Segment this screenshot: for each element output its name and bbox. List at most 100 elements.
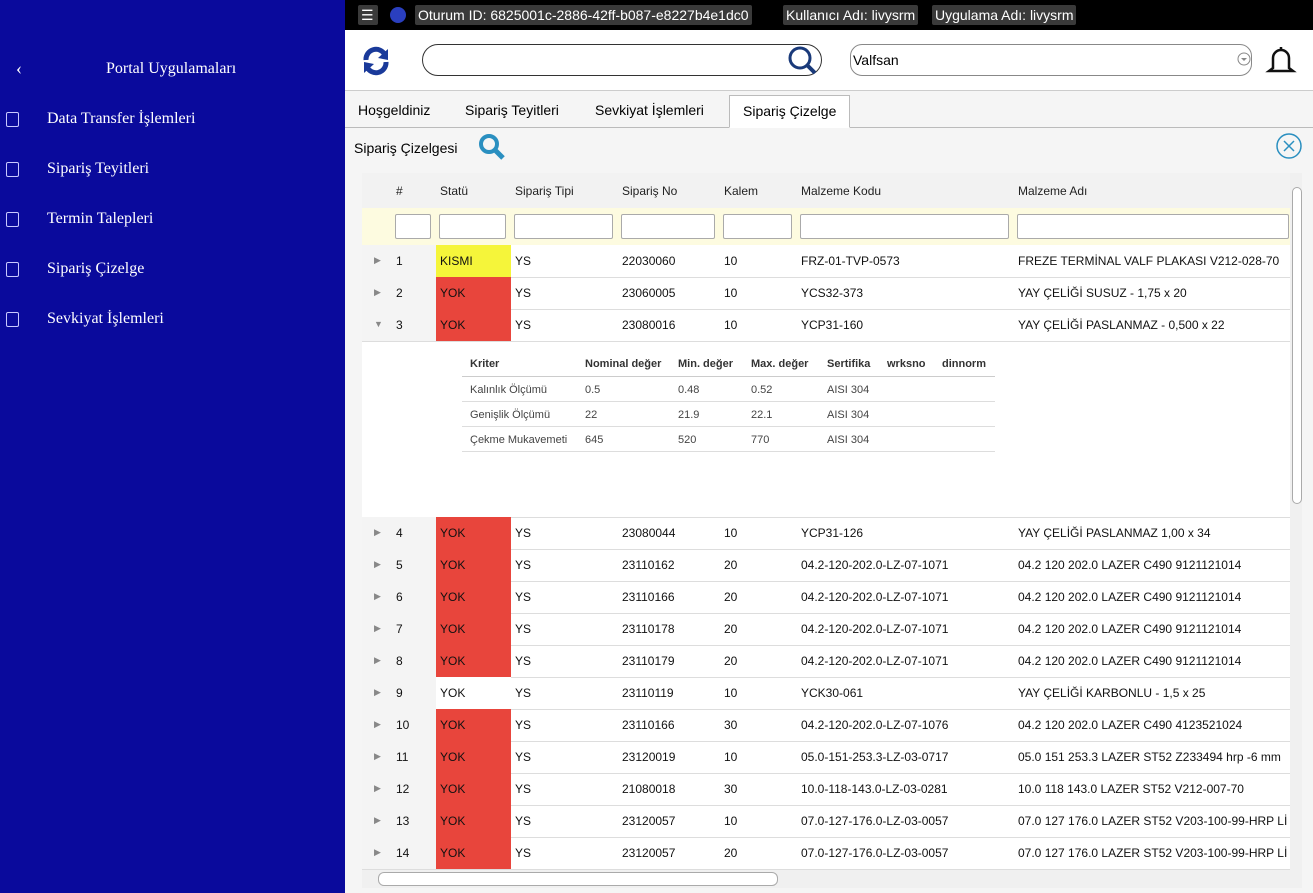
cell: YOK <box>440 654 509 668</box>
cell: 20 <box>724 622 795 636</box>
select-arrow <box>1237 52 1251 66</box>
cell: 07.0 127 176.0 LAZER ST52 V203-100-99-HR… <box>1018 814 1290 828</box>
panel-search[interactable] <box>478 133 508 161</box>
v-scrollbar[interactable] <box>1290 173 1302 870</box>
company-value: Valfsan <box>853 52 899 68</box>
table-row: ▶4YOKYS2308004410YCP31-126YAY ÇELİĞİ PAS… <box>362 517 1290 550</box>
column-header[interactable]: Sipariş No <box>622 184 677 198</box>
v-scroll-thumb[interactable] <box>1292 187 1302 504</box>
detail-rule <box>462 451 995 452</box>
table-row: ▶11YOKYS231200191005.0-151-253.3-LZ-03-0… <box>362 741 1290 774</box>
cell: YS <box>515 654 616 668</box>
cell: 6 <box>396 590 434 604</box>
cell: 11 <box>396 750 434 764</box>
filter-input[interactable] <box>621 214 715 239</box>
column-header[interactable]: Malzeme Adı <box>1018 184 1087 198</box>
detail-rule <box>462 401 995 402</box>
sidebar: ‹ Portal Uygulamaları Data Transfer İşle… <box>0 0 345 893</box>
expand-toggle[interactable]: ▶ <box>374 591 381 602</box>
cell: YOK <box>440 318 509 332</box>
column-header[interactable]: Malzeme Kodu <box>801 184 881 198</box>
cell: 23080044 <box>622 526 718 540</box>
filter-input[interactable] <box>723 214 792 239</box>
detail-cell: 22 <box>585 409 597 421</box>
cell: 23110179 <box>622 654 718 668</box>
expand-toggle[interactable]: ▶ <box>374 687 381 698</box>
expand-toggle[interactable]: ▶ <box>374 815 381 826</box>
refresh-button[interactable] <box>361 46 391 76</box>
cell: 4 <box>396 526 434 540</box>
cell: YAY ÇELİĞİ PASLANMAZ - 0,500 x 22 <box>1018 318 1290 332</box>
expand-toggle[interactable]: ▶ <box>374 527 381 538</box>
notification-bell[interactable] <box>1265 44 1297 76</box>
column-header[interactable]: Kalem <box>724 184 758 198</box>
sidebar-title: Portal Uygulamaları <box>106 60 236 78</box>
column-header[interactable]: # <box>396 184 403 198</box>
expand-toggle[interactable]: ▶ <box>374 287 381 298</box>
filter-input[interactable] <box>439 214 506 239</box>
expand-toggle[interactable]: ▶ <box>374 751 381 762</box>
menu-item[interactable]: Sipariş Çizelge <box>47 260 144 278</box>
cell: 14 <box>396 846 434 860</box>
expand-toggle[interactable]: ▼ <box>374 319 383 329</box>
cell: YOK <box>440 590 509 604</box>
menu-icon <box>6 262 19 277</box>
search-button[interactable] <box>787 45 819 75</box>
cell: 05.0-151-253.3-LZ-03-0717 <box>801 750 1012 764</box>
cell: 9 <box>396 686 434 700</box>
tab[interactable]: Hoşgeldiniz <box>345 95 443 126</box>
menu-item[interactable]: Termin Talepleri <box>47 210 153 228</box>
table-row: ▶9YOKYS2311011910YCK30-061YAY ÇELİĞİ KAR… <box>362 677 1290 710</box>
filter-input[interactable] <box>514 214 613 239</box>
cell: 23120019 <box>622 750 718 764</box>
cell: 23110166 <box>622 718 718 732</box>
cell: YOK <box>440 286 509 300</box>
expand-toggle[interactable]: ▶ <box>374 719 381 730</box>
h-scroll-thumb[interactable] <box>378 872 778 886</box>
filter-input[interactable] <box>395 214 431 239</box>
cell: YS <box>515 318 616 332</box>
close-button[interactable] <box>1275 132 1303 160</box>
menu-item[interactable]: Data Transfer İşlemleri <box>47 110 195 128</box>
filter-input[interactable] <box>800 214 1009 239</box>
detail-cell: 645 <box>585 434 603 446</box>
detail-cell: 21.9 <box>678 409 699 421</box>
table-row: ▶6YOKYS231101662004.2-120-202.0-LZ-07-10… <box>362 581 1290 614</box>
cell: 07.0-127-176.0-LZ-03-0057 <box>801 814 1012 828</box>
menu-item[interactable]: Sipariş Teyitleri <box>47 160 149 178</box>
cell: YOK <box>440 782 509 796</box>
cell: 04.2-120-202.0-LZ-07-1071 <box>801 590 1012 604</box>
column-header[interactable]: Sipariş Tipi <box>515 184 574 198</box>
app-name: Uygulama Adı: livysrm <box>932 5 1076 25</box>
cell: 22030060 <box>622 254 718 268</box>
cell: 30 <box>724 782 795 796</box>
column-header[interactable]: Statü <box>440 184 468 198</box>
h-scrollbar[interactable] <box>362 870 1302 888</box>
cell: YOK <box>440 718 509 732</box>
detail-cell: 0.52 <box>751 384 772 396</box>
tab[interactable]: Sevkiyat İşlemleri <box>582 95 717 126</box>
expand-toggle[interactable]: ▶ <box>374 783 381 794</box>
menu-item[interactable]: Sevkiyat İşlemleri <box>47 310 164 328</box>
menu-icon <box>6 162 19 177</box>
session-id: Oturum ID: 6825001c-2886-42ff-b087-e8227… <box>415 5 752 25</box>
detail-cell: Genişlik Ölçümü <box>470 409 550 421</box>
cell: 04.2 120 202.0 LAZER C490 9121121014 <box>1018 622 1290 636</box>
tab[interactable]: Sipariş Teyitleri <box>452 95 572 126</box>
tab[interactable]: Sipariş Çizelge <box>729 95 850 128</box>
expand-toggle[interactable]: ▶ <box>374 847 381 858</box>
cell: 04.2 120 202.0 LAZER C490 9121121014 <box>1018 654 1290 668</box>
expand-toggle[interactable]: ▶ <box>374 559 381 570</box>
cell: 07.0-127-176.0-LZ-03-0057 <box>801 846 1012 860</box>
search-input[interactable] <box>422 44 822 76</box>
expand-toggle[interactable]: ▶ <box>374 255 381 266</box>
expand-toggle[interactable]: ▶ <box>374 623 381 634</box>
filter-input[interactable] <box>1017 214 1289 239</box>
expand-toggle[interactable]: ▶ <box>374 655 381 666</box>
back-arrow[interactable]: ‹ <box>16 58 22 79</box>
menu-button[interactable]: ☰ <box>358 5 378 25</box>
top-bar: ☰ Oturum ID: 6825001c-2886-42ff-b087-e82… <box>345 0 1313 30</box>
company-select[interactable]: Valfsan <box>850 44 1252 76</box>
cell: 12 <box>396 782 434 796</box>
cell: YOK <box>440 558 509 572</box>
